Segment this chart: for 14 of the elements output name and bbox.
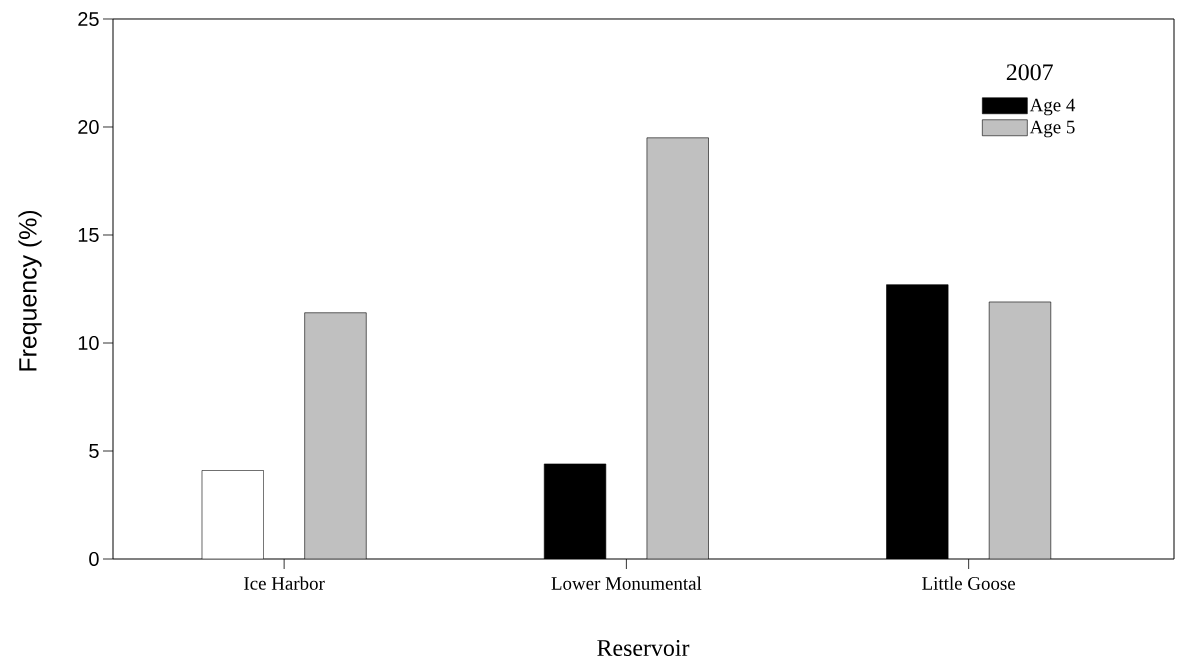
x-tick-label: Little Goose (922, 576, 1016, 590)
legend-label: Age 4 (1029, 98, 1076, 116)
y-axis-title: Frequency (%) (18, 210, 42, 371)
y-tick-label: 20 (78, 119, 99, 135)
y-tick-label: 0 (89, 551, 99, 567)
x-tick-label: Ice Harbor (244, 576, 325, 590)
y-tick-label: 10 (78, 335, 99, 351)
y-tick-label: 5 (89, 444, 99, 458)
y-tick-label: 15 (78, 228, 99, 242)
legend-label: Age 5 (1029, 120, 1075, 138)
y-tick-label: 25 (78, 11, 99, 27)
x-tick-label: Lower Monumental (551, 576, 702, 590)
x-axis-title: Reservoir (597, 639, 690, 657)
legend-title: 2007 (1006, 64, 1053, 81)
